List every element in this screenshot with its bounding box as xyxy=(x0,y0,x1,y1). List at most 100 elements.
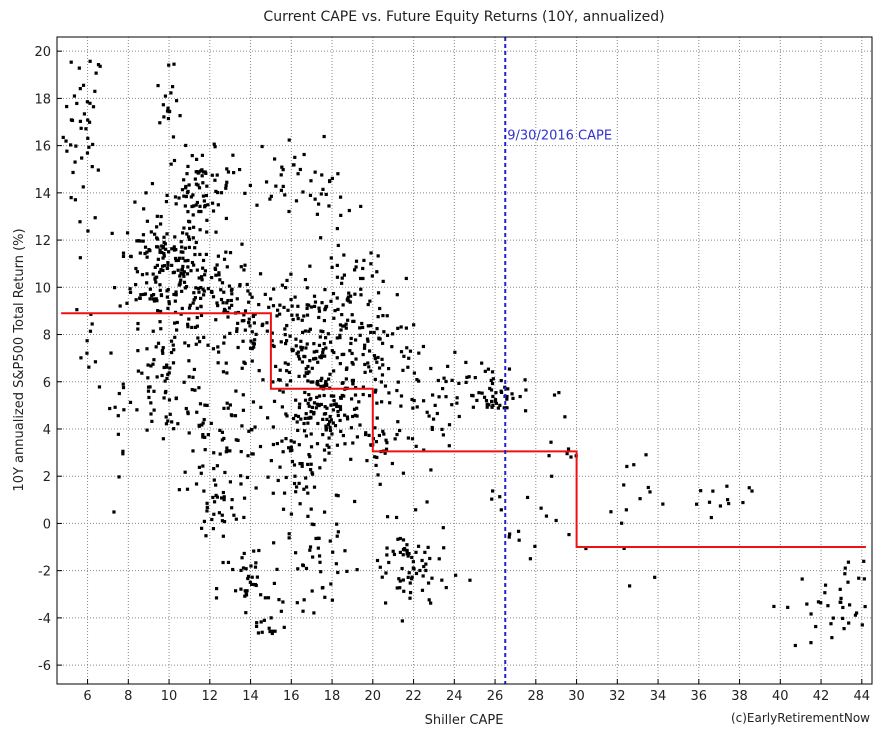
data-point xyxy=(306,421,310,425)
data-point xyxy=(308,454,312,459)
data-point xyxy=(286,308,290,312)
data-point xyxy=(178,282,182,286)
data-point xyxy=(279,340,283,344)
data-point xyxy=(161,437,165,441)
data-point xyxy=(210,290,214,294)
data-point xyxy=(842,627,846,631)
data-point xyxy=(203,435,207,439)
data-point xyxy=(86,136,90,140)
data-point xyxy=(146,376,150,380)
data-point xyxy=(401,578,405,582)
data-point xyxy=(420,588,425,592)
data-point xyxy=(302,354,306,359)
data-point xyxy=(330,432,334,436)
data-point xyxy=(285,414,289,418)
data-point xyxy=(292,463,297,467)
data-point xyxy=(187,245,191,249)
data-point xyxy=(203,269,208,273)
data-point xyxy=(350,351,354,356)
data-point xyxy=(134,266,138,271)
data-point xyxy=(254,486,258,490)
data-point xyxy=(193,325,198,329)
data-point xyxy=(302,598,306,602)
data-point xyxy=(138,251,142,255)
data-point xyxy=(259,405,263,409)
data-point xyxy=(284,341,288,346)
y-tick-label: 12 xyxy=(34,234,51,249)
data-point xyxy=(317,554,322,558)
data-point xyxy=(191,375,195,379)
data-point xyxy=(274,184,278,188)
data-point xyxy=(338,362,342,366)
data-point xyxy=(194,342,198,346)
data-point xyxy=(304,485,309,489)
data-point xyxy=(249,564,253,568)
data-point xyxy=(396,380,400,384)
data-point xyxy=(584,546,588,551)
data-point xyxy=(200,168,204,172)
x-tick-label: 26 xyxy=(487,689,504,704)
x-tick-label: 32 xyxy=(609,689,626,704)
data-point xyxy=(505,397,509,401)
data-point xyxy=(182,226,186,230)
data-point xyxy=(180,267,184,272)
data-point xyxy=(332,403,336,407)
data-point xyxy=(201,435,205,439)
data-point xyxy=(398,536,402,541)
data-point xyxy=(624,508,628,512)
data-point xyxy=(325,417,329,422)
data-point xyxy=(335,263,339,267)
data-point xyxy=(201,258,206,263)
data-point xyxy=(424,562,428,566)
data-point xyxy=(312,522,316,527)
data-point xyxy=(222,498,226,502)
data-point xyxy=(323,412,328,416)
data-point xyxy=(94,71,98,75)
data-point xyxy=(310,471,314,475)
data-point xyxy=(178,114,182,118)
data-point xyxy=(112,286,117,290)
data-point xyxy=(268,197,272,201)
data-point xyxy=(383,451,387,455)
data-point xyxy=(73,198,77,202)
data-point xyxy=(90,165,94,169)
data-point xyxy=(65,104,69,109)
data-point xyxy=(321,329,325,334)
data-point xyxy=(82,112,87,116)
data-point xyxy=(358,326,362,330)
data-point xyxy=(293,295,297,299)
data-point xyxy=(415,378,419,382)
data-point xyxy=(168,412,172,416)
data-point xyxy=(164,422,169,426)
x-tick-label: 8 xyxy=(124,689,132,704)
data-point xyxy=(294,485,299,489)
data-point xyxy=(195,315,199,320)
data-point xyxy=(183,204,187,208)
data-point xyxy=(569,455,573,459)
data-point xyxy=(121,382,125,386)
data-point xyxy=(408,596,412,600)
data-point xyxy=(209,421,213,425)
data-point xyxy=(330,598,334,602)
data-point xyxy=(359,287,363,291)
data-point xyxy=(174,202,178,206)
data-point xyxy=(202,293,206,297)
data-point xyxy=(186,164,190,169)
data-point xyxy=(182,274,186,278)
data-point xyxy=(401,368,405,372)
data-point xyxy=(181,250,185,254)
data-point xyxy=(205,218,209,222)
data-point xyxy=(170,85,175,89)
data-point xyxy=(204,193,209,198)
data-point xyxy=(339,396,343,400)
data-point xyxy=(214,318,218,322)
grid-layer xyxy=(57,37,872,684)
y-tick-label: 0 xyxy=(43,517,51,532)
data-point xyxy=(308,327,312,331)
data-point xyxy=(638,497,642,501)
data-point xyxy=(323,595,327,599)
data-point xyxy=(201,287,205,291)
data-point xyxy=(809,641,813,645)
data-point xyxy=(336,530,340,534)
data-point xyxy=(230,292,234,296)
